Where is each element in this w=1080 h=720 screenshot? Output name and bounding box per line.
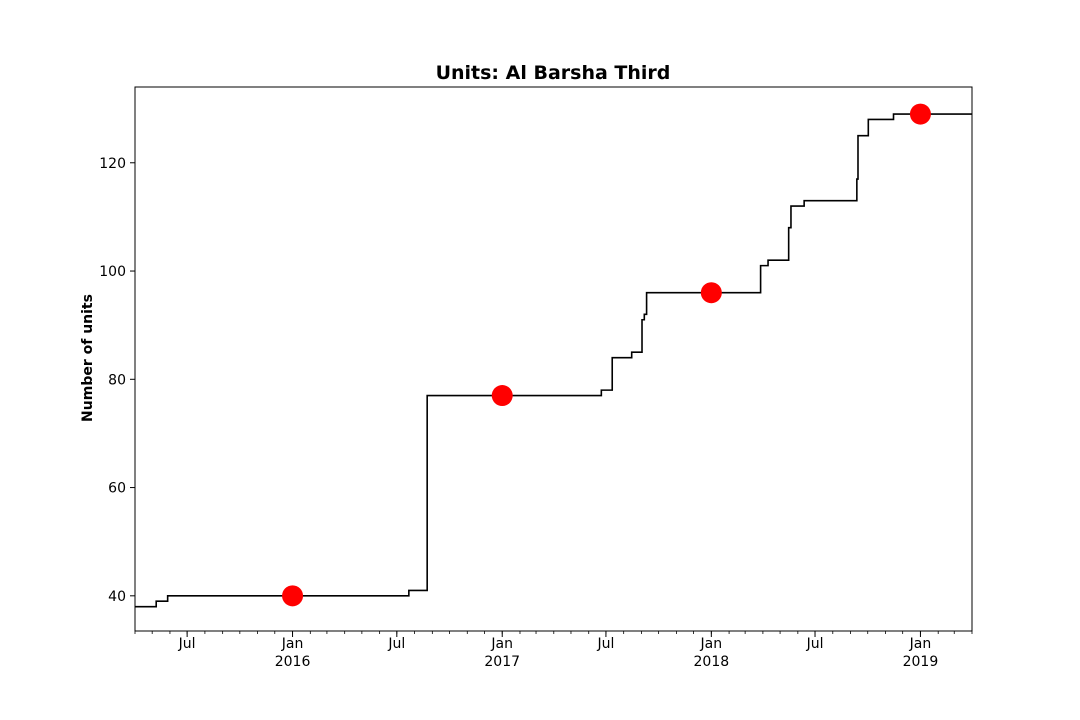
x-tick-year-label: 2016 [275,654,311,670]
yearly-marker-point [282,585,304,607]
yearly-marker-point [491,385,513,407]
x-tick-label: Jul [596,636,614,652]
y-tick-label: 100 [99,264,126,280]
x-tick-label: Jan [909,636,932,652]
plot-frame [134,86,973,632]
x-tick-label: Jan [700,636,723,652]
x-tick-year-label: 2019 [903,654,939,670]
x-tick-year-label: 2018 [694,654,730,670]
units-step-line [135,113,972,608]
y-tick-label: 80 [108,372,126,388]
chart-title: Units: Al Barsha Third [436,62,671,84]
yearly-marker-point [909,103,931,125]
x-tick-year-label: 2017 [484,654,520,670]
x-tick-label: Jul [806,636,824,652]
x-tick-label: Jan [281,636,304,652]
x-tick-label: Jul [178,636,196,652]
y-tick-label: 120 [99,156,126,172]
y-tick-label: 60 [108,481,126,497]
y-tick-label: 40 [108,589,126,605]
x-tick-label: Jan [490,636,513,652]
x-tick-label: Jul [387,636,405,652]
plot-area: 40 60 80 100 120 Jul Jan 2016 Jul Jan 2017 Jul Jan 20… [99,86,973,670]
y-axis-label: Number of units [80,294,96,422]
yearly-marker-point [700,282,722,304]
